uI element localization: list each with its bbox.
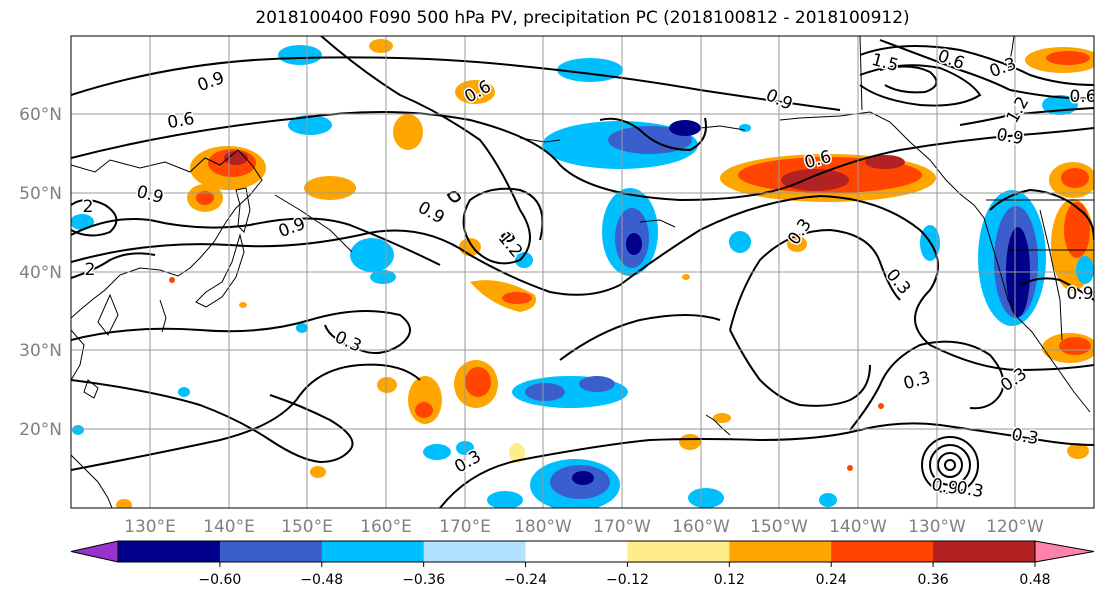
- contour-label: 0.3: [1010, 425, 1040, 449]
- lon-label: 140°W: [829, 517, 887, 537]
- contour-label: 0.9: [1066, 284, 1093, 304]
- coastlines: [71, 36, 1094, 508]
- colorbar-tick-label: 0.12: [714, 572, 745, 588]
- pv-precip-map: 0.90.60.920.90.60.91.20.90.60.30.30.30.3…: [19, 35, 1096, 537]
- longitude-labels: 130°E 140°E 150°E 160°E 170°E 180°W 170°…: [124, 517, 1044, 537]
- graticule: [71, 36, 1094, 508]
- colorbar-tick-label: 0.24: [816, 572, 847, 588]
- colorbar-tick-label: −0.36: [402, 572, 445, 588]
- lon-label: 120°W: [986, 517, 1044, 537]
- lon-label: 160°W: [672, 517, 730, 537]
- colorbar-tick-label: 0.36: [918, 572, 949, 588]
- precip-negative-anomalies: [71, 45, 1094, 508]
- lat-label: 30°N: [19, 341, 62, 361]
- lon-label: 170°W: [593, 517, 651, 537]
- colorbar-tick-label: −0.24: [504, 572, 547, 588]
- contour-label: 0.6: [166, 109, 196, 133]
- lat-label: 60°N: [19, 105, 62, 125]
- lon-label: 150°W: [750, 517, 808, 537]
- lon-label: 140°E: [203, 517, 255, 537]
- colorbar-tick-label: 0.48: [1019, 572, 1050, 588]
- lat-label: 40°N: [19, 263, 62, 283]
- lat-label: 20°N: [19, 420, 62, 440]
- map-frame: [70, 35, 1095, 509]
- contour-label: 0.6: [1069, 87, 1096, 107]
- lon-label: 130°W: [908, 517, 966, 537]
- lon-label: 160°E: [360, 517, 412, 537]
- lon-label: 170°E: [439, 517, 491, 537]
- precip-positive-anomalies: [116, 39, 1094, 508]
- latitude-labels: 60°N 50°N 40°N 30°N 20°N: [19, 105, 62, 440]
- lat-label: 50°N: [19, 184, 62, 204]
- colorbar-tick-label: −0.12: [606, 572, 649, 588]
- colorbar-ticks: −0.60 −0.48 −0.36 −0.24 −0.12 0.12 0.24 0.36 0.4…: [198, 562, 1051, 588]
- map-title: 2018100400 F090 500 hPa PV, precipitatio…: [255, 8, 910, 28]
- lon-label: 130°E: [124, 517, 176, 537]
- pv-contours: [71, 36, 1094, 508]
- contour-label: 2: [85, 260, 96, 280]
- contour-label: 2: [83, 197, 94, 217]
- contour-label: 0.9: [930, 475, 960, 499]
- contour-label: 0.9: [995, 125, 1025, 149]
- lon-label: 150°E: [281, 517, 333, 537]
- colorbar-tick-label: −0.48: [300, 572, 343, 588]
- lon-label: 180°W: [514, 517, 572, 537]
- colorbar-tick-label: −0.60: [198, 572, 241, 588]
